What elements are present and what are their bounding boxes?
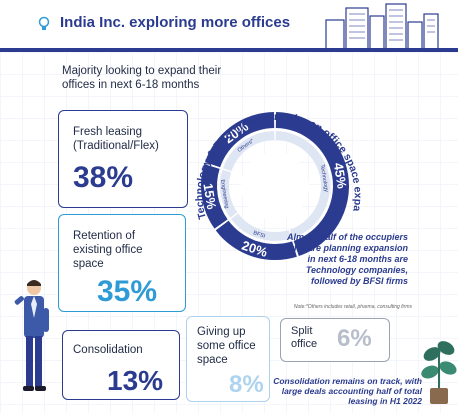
donut-value-label: 45% (331, 162, 350, 190)
card-label: Split office (291, 325, 318, 350)
plant-illustration (421, 341, 457, 404)
footnote: Note:*Others includes retail, pharma, co… (293, 304, 412, 310)
card-value: 13% (107, 365, 164, 396)
card-label: Fresh leasing (Traditional/Flex) (73, 126, 159, 152)
note-almost-half: Almost half of the occupiers who are pla… (286, 232, 408, 286)
donut-chart: 45%20%15%20% TechnologyBFSIEngineeringOt… (150, 62, 364, 260)
card-value: 35% (97, 275, 158, 308)
lightbulb-icon (38, 16, 50, 30)
card-label: Retention of existing office space (73, 230, 143, 270)
donut-slice-others (204, 112, 275, 168)
subheading: Majority looking to expand their offices… (62, 65, 222, 91)
donut-inner-ring (222, 131, 275, 172)
card-split-office: Split office 6% (280, 318, 390, 362)
card-retention: Retention of existing office space 35% (58, 214, 186, 312)
donut-value-label: 15% (200, 182, 219, 210)
donut-category-label: BFSI (252, 230, 266, 240)
donut-category-label: Technology (319, 164, 329, 193)
card-consolidation: Consolidation 13% (62, 330, 180, 400)
card-value: 6% (337, 325, 372, 352)
card-value: 8% (229, 371, 264, 398)
card-label: Consolidation (73, 344, 143, 356)
donut-slice-engineering (201, 164, 228, 229)
businessman-illustration (14, 280, 49, 391)
donut-inner-ring (220, 169, 238, 218)
donut-hole (241, 152, 309, 220)
donut-value-label: 20% (240, 238, 270, 260)
donut-category-label: Engineering (219, 179, 230, 209)
donut-inner-ring (230, 213, 292, 241)
donut-slice-technology (275, 112, 349, 257)
card-value: 38% (73, 161, 134, 194)
card-giving-up: Giving up some office space 8% (186, 316, 270, 402)
page-title: India Inc. exploring more offices (60, 14, 291, 31)
note-consolidation: Consolidation remains on track, with lar… (273, 376, 422, 406)
donut-inner-ring (275, 131, 330, 239)
city-skyline-icon (325, 3, 439, 50)
header: India Inc. exploring more offices (0, 0, 458, 52)
donut-slice-bfsi (215, 220, 297, 260)
card-label: Giving up some office space (197, 326, 256, 366)
header-divider (0, 48, 458, 52)
donut-segments: 45%20%15%20% (200, 112, 350, 260)
card-fresh-leasing: Fresh leasing (Traditional/Flex) 38% (58, 110, 188, 208)
